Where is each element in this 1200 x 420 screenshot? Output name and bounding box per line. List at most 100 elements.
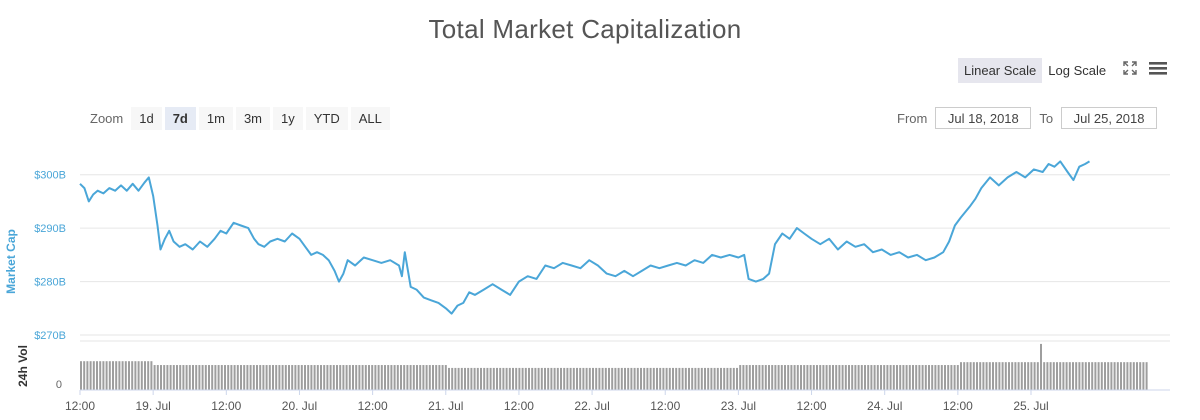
volume-bar <box>678 367 681 390</box>
volume-bar <box>729 367 732 390</box>
zoom-1d-button[interactable]: 1d <box>131 107 162 130</box>
volume-bar <box>684 367 687 390</box>
volume-bar <box>697 367 700 390</box>
to-date-input[interactable] <box>1061 107 1158 129</box>
volume-bar <box>313 365 316 390</box>
zoom-7d-button[interactable]: 7d <box>164 107 196 130</box>
volume-bar <box>848 365 850 390</box>
volume-bar <box>960 362 962 390</box>
volume-bar <box>118 361 121 390</box>
volume-bar <box>89 361 92 390</box>
volume-bar <box>284 365 287 390</box>
volume-bar <box>883 365 886 390</box>
volume-bar <box>172 365 175 390</box>
volume-bar <box>819 365 822 390</box>
volume-bar <box>854 365 857 390</box>
zoom-all-button[interactable]: ALL <box>350 107 390 130</box>
volume-bar <box>105 361 108 390</box>
volume-bar <box>179 365 182 390</box>
volume-bar <box>99 361 102 390</box>
volume-bar <box>230 365 233 390</box>
volume-bar <box>448 367 450 390</box>
volume-bar <box>739 365 742 390</box>
volume-bar <box>160 365 162 390</box>
from-date-input[interactable] <box>935 107 1032 129</box>
volume-bar <box>374 365 377 390</box>
volume-bar <box>979 362 982 390</box>
volume-bar <box>268 365 271 390</box>
volume-bar <box>278 365 281 390</box>
volume-bar <box>803 365 806 390</box>
volume-bar <box>332 365 335 390</box>
volume-bar <box>416 365 418 390</box>
volume-bar <box>710 367 713 390</box>
volume-bar <box>966 362 969 390</box>
volume-bar <box>761 365 764 390</box>
volume-bar <box>873 365 876 390</box>
volume-bar <box>371 365 374 390</box>
volume-bar <box>233 365 236 390</box>
volume-bar <box>918 365 921 390</box>
zoom-3m-button[interactable]: 3m <box>235 107 270 130</box>
volume-bar <box>512 367 514 390</box>
volume-bar <box>1024 362 1026 390</box>
volume-bar <box>528 367 530 390</box>
volume-bar <box>352 365 354 390</box>
volume-bar <box>563 367 566 390</box>
volume-bar <box>793 365 796 390</box>
volume-bar <box>1094 362 1097 390</box>
volume-bar <box>243 365 246 390</box>
volume-bar <box>441 365 444 390</box>
menu-icon[interactable] <box>1148 60 1168 81</box>
volume-bar <box>1017 362 1020 390</box>
volume-bar <box>742 365 745 390</box>
volume-bar <box>588 367 591 390</box>
volume-bar <box>880 365 882 390</box>
volume-bar <box>124 361 127 390</box>
volume-bar <box>876 365 879 390</box>
volume-bar <box>310 365 313 390</box>
x-tick-label: 12:00 <box>211 399 241 413</box>
volume-bar <box>1100 362 1103 390</box>
volume-bar <box>188 365 191 390</box>
volume-bar <box>646 367 649 390</box>
volume-bar <box>1075 362 1078 390</box>
volume-bar <box>1011 362 1014 390</box>
volume-bar <box>496 367 498 390</box>
volume-bar <box>323 365 326 390</box>
zoom-ytd-button[interactable]: YTD <box>305 107 348 130</box>
y-axis-label: Market Cap <box>4 229 18 294</box>
volume-bar <box>902 365 905 390</box>
volume-bar <box>396 365 399 390</box>
volume-zero-label: 0 <box>56 379 62 391</box>
volume-bar <box>1052 362 1055 390</box>
zoom-1y-button[interactable]: 1y <box>273 107 303 130</box>
volume-bar <box>665 367 668 390</box>
volume-bar <box>393 365 396 390</box>
volume-bar <box>128 361 130 390</box>
zoom-1m-button[interactable]: 1m <box>198 107 233 130</box>
volume-bar <box>326 365 329 390</box>
x-tick-label: 19. Jul <box>135 399 170 413</box>
chart-title: Total Market Capitalization <box>428 14 742 44</box>
volume-bar <box>704 367 706 390</box>
volume-bar <box>380 365 383 390</box>
volume-bar <box>963 362 966 390</box>
volume-bar <box>995 362 998 390</box>
volume-bar <box>1091 362 1094 390</box>
volume-bar <box>694 367 697 390</box>
fullscreen-icon[interactable] <box>1122 60 1138 81</box>
volume-bar <box>339 365 342 390</box>
volume-bar <box>566 367 569 390</box>
volume-bar <box>137 361 140 390</box>
volume-bar <box>707 367 710 390</box>
linear-scale-button[interactable]: Linear Scale <box>958 58 1043 83</box>
log-scale-button[interactable]: Log Scale <box>1048 63 1107 78</box>
volume-bar <box>748 365 751 390</box>
volume-bar <box>579 367 582 390</box>
volume-bar <box>896 365 898 390</box>
volume-bar <box>384 365 386 390</box>
volume-bar <box>912 365 914 390</box>
volume-bar <box>1014 362 1017 390</box>
volume-bar <box>304 365 306 390</box>
